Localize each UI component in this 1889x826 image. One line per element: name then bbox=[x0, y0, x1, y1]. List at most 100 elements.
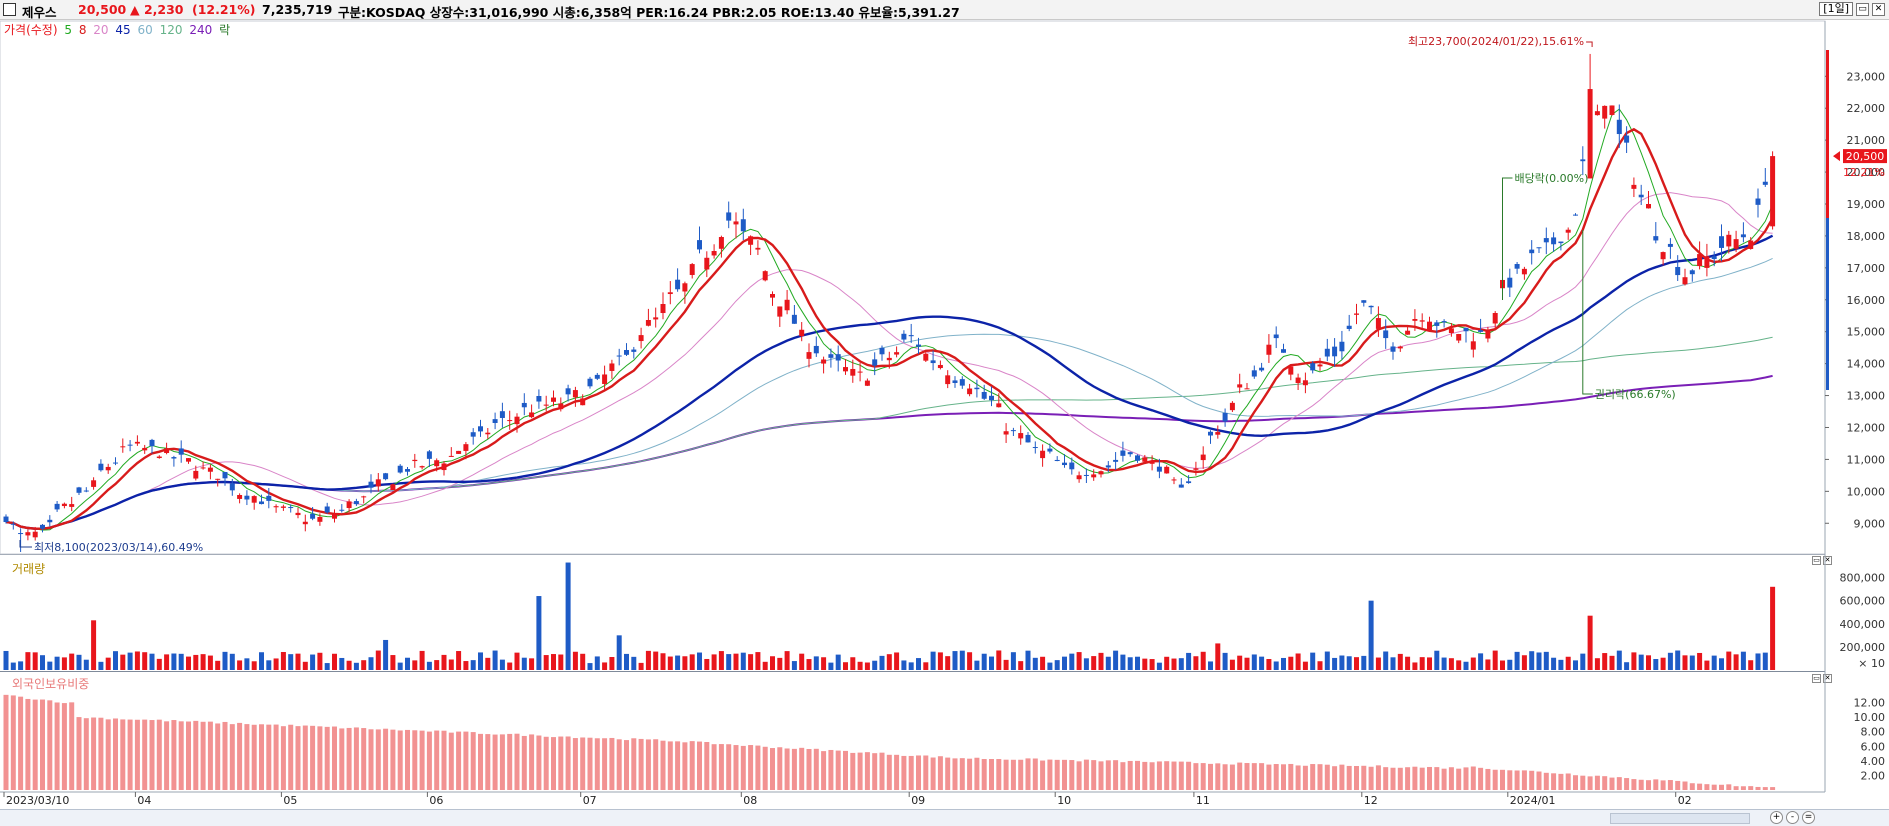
foreign-bar bbox=[667, 741, 673, 790]
legend-ma45: 45 bbox=[115, 23, 131, 37]
foreign-bar bbox=[1638, 779, 1644, 790]
volume-bar bbox=[726, 654, 732, 670]
foreign-bar bbox=[98, 717, 104, 790]
candle-body bbox=[361, 496, 367, 498]
foreign-bar bbox=[1120, 762, 1126, 790]
foreign-bar bbox=[587, 737, 593, 790]
foreign-bar bbox=[1127, 760, 1133, 790]
x-tick-label: 08 bbox=[743, 794, 757, 807]
volume-bar bbox=[18, 661, 24, 670]
volume-bar bbox=[1375, 657, 1381, 670]
ma60-line bbox=[5, 257, 1773, 530]
period-selector[interactable]: [1일] bbox=[1819, 2, 1853, 16]
candle-body bbox=[1149, 460, 1155, 464]
volume-bar bbox=[463, 661, 469, 670]
y-tick-label: 20,000 bbox=[1847, 166, 1886, 179]
candle-body bbox=[1507, 277, 1513, 288]
foreign-bar bbox=[1178, 761, 1184, 790]
volume-bar bbox=[718, 651, 724, 670]
volume-bar bbox=[872, 660, 878, 670]
panel-max-icon[interactable]: ▭ bbox=[1812, 556, 1821, 565]
volume-bar bbox=[1675, 650, 1681, 670]
scroll-thumb[interactable] bbox=[1610, 813, 1750, 824]
candle-body bbox=[463, 444, 469, 451]
candle-body bbox=[1025, 434, 1031, 443]
foreign-bar bbox=[1434, 767, 1440, 790]
side-strip-blue bbox=[1826, 218, 1829, 390]
volume-bar bbox=[1200, 651, 1206, 670]
foreign-bar bbox=[1594, 775, 1600, 790]
candle-body bbox=[1310, 363, 1316, 371]
foreign-bar bbox=[142, 719, 148, 790]
volume-bar bbox=[1105, 656, 1111, 670]
volume-bar bbox=[1667, 652, 1673, 670]
volume-bar bbox=[981, 653, 987, 670]
volume-bar bbox=[1609, 655, 1615, 670]
volume-bar bbox=[711, 654, 717, 670]
foreign-bar bbox=[434, 730, 440, 790]
candle-body bbox=[1762, 181, 1768, 185]
volume-bar bbox=[178, 653, 184, 670]
candle-body bbox=[1573, 214, 1578, 216]
candle-body bbox=[1098, 471, 1104, 475]
foreign-bar bbox=[1507, 770, 1513, 790]
candle-body bbox=[127, 444, 133, 446]
volume-bar bbox=[259, 652, 264, 670]
foreign-bar bbox=[967, 758, 973, 790]
volume-bar bbox=[237, 660, 243, 670]
foreign-bar bbox=[76, 717, 82, 790]
candle-body bbox=[799, 329, 805, 337]
candle-body bbox=[1324, 348, 1330, 357]
zoom-in-icon[interactable]: + bbox=[1770, 811, 1783, 824]
volume-bar bbox=[1565, 656, 1571, 670]
foreign-bar bbox=[1646, 780, 1651, 790]
panel-max-icon[interactable]: ▭ bbox=[1812, 674, 1821, 683]
foreign-bar bbox=[1419, 767, 1425, 790]
stock-info: 구분:KOSDAQ 상장수:31,016,990 시총:6,358억 PER:1… bbox=[338, 5, 960, 20]
candle-body bbox=[383, 473, 389, 480]
volume-bar bbox=[594, 656, 600, 670]
volume-bar bbox=[47, 661, 53, 670]
volume-bar bbox=[587, 663, 593, 670]
volume-bar bbox=[1083, 658, 1089, 670]
zoom-out-icon[interactable]: - bbox=[1786, 811, 1799, 824]
foreign-bar bbox=[1711, 784, 1717, 790]
volume-bar bbox=[1770, 586, 1776, 670]
foreign-bar bbox=[835, 750, 841, 790]
foreign-bar bbox=[215, 723, 221, 790]
candle-body bbox=[171, 457, 177, 459]
volume-bar bbox=[1704, 660, 1710, 670]
candle-body bbox=[1412, 318, 1418, 321]
panel-close-icon[interactable]: ✕ bbox=[1823, 556, 1832, 565]
foreign-bar bbox=[251, 724, 257, 790]
foreign-bar bbox=[748, 745, 754, 790]
panel-close-icon[interactable]: ✕ bbox=[1823, 674, 1832, 683]
candle-body bbox=[755, 247, 761, 250]
window-restore-icon[interactable]: ▭ bbox=[1856, 2, 1869, 16]
foreign-bar bbox=[1463, 767, 1469, 790]
volume-bar bbox=[470, 660, 476, 670]
candle-body bbox=[923, 353, 929, 361]
candle-body bbox=[872, 359, 878, 366]
foreign-bar bbox=[1719, 784, 1724, 790]
volume-bar bbox=[1624, 662, 1630, 670]
close-icon[interactable]: ✕ bbox=[1872, 2, 1885, 16]
legend-rak: 락 bbox=[219, 23, 231, 37]
candle-body bbox=[1616, 119, 1622, 135]
panel-separator-volume[interactable] bbox=[0, 671, 1825, 672]
candle-body bbox=[1478, 330, 1484, 332]
candle-body bbox=[1244, 388, 1250, 390]
foreign-bar bbox=[1492, 769, 1498, 790]
foreign-bar bbox=[1018, 759, 1024, 790]
candle-body bbox=[251, 496, 257, 503]
volume-bar bbox=[1032, 657, 1038, 670]
candle-body bbox=[718, 237, 724, 249]
volume-bar bbox=[1616, 650, 1622, 670]
candle-body bbox=[843, 367, 848, 372]
volume-bar bbox=[1018, 661, 1024, 670]
foreign-bar bbox=[1164, 761, 1170, 790]
select-checkbox[interactable] bbox=[3, 3, 16, 16]
zoom-reset-icon[interactable]: = bbox=[1802, 811, 1815, 824]
volume-bar bbox=[660, 653, 666, 670]
